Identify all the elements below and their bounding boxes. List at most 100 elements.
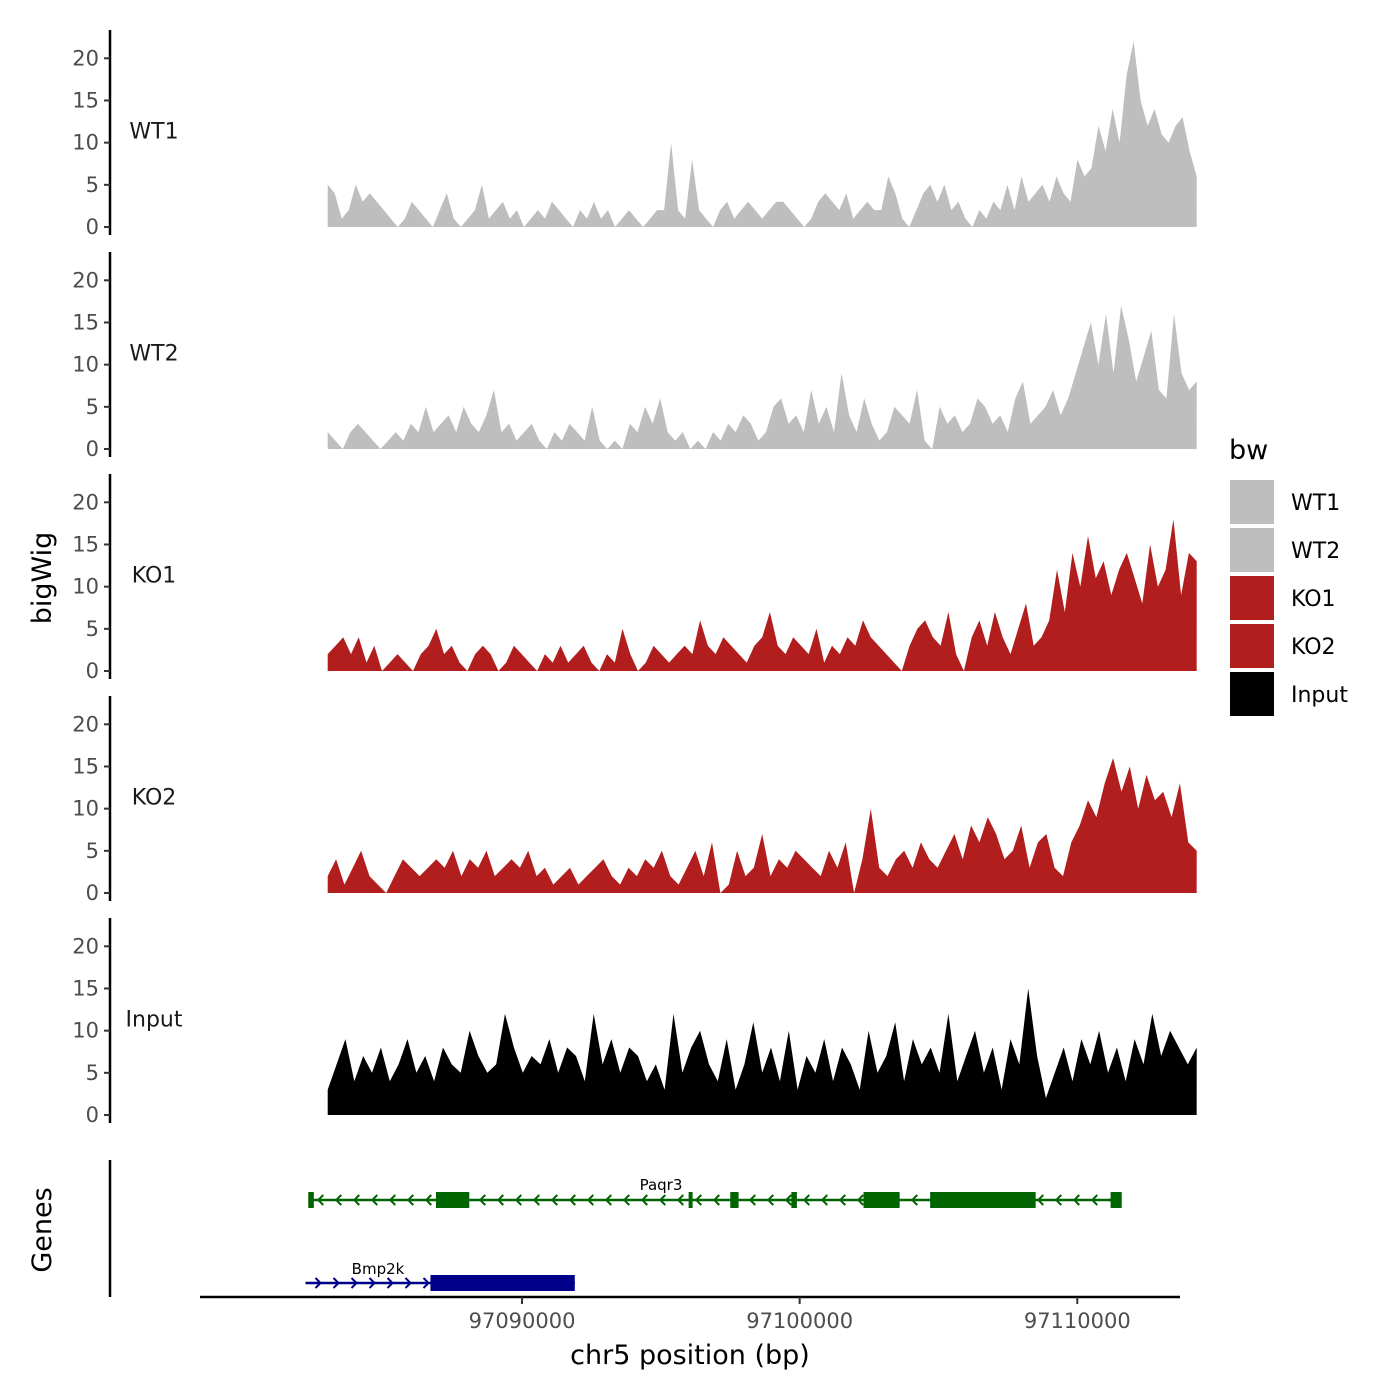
strand-arrow — [748, 1194, 756, 1206]
legend-label: WT2 — [1291, 539, 1340, 564]
strand-arrow — [838, 1194, 846, 1206]
strand-arrow — [316, 1194, 324, 1206]
y-tick-label: 0 — [86, 1103, 99, 1127]
y-tick-label: 5 — [86, 839, 99, 863]
y-tick-label: 10 — [72, 353, 99, 377]
strand-arrow — [712, 1194, 720, 1206]
legend-key-input — [1230, 672, 1274, 716]
track-label: KO2 — [132, 785, 177, 810]
track-input: 0 5 10 15 20 Input — [72, 918, 1197, 1127]
y-tick-label: 0 — [86, 659, 99, 683]
strand-arrow — [676, 1194, 684, 1206]
strand-arrow — [640, 1194, 648, 1206]
strand-arrow — [368, 1277, 376, 1289]
track-label: WT2 — [129, 341, 178, 366]
y-tick-label: 20 — [72, 46, 99, 70]
strand-arrow — [386, 1277, 394, 1289]
gene-exon — [308, 1192, 314, 1208]
y-tick-label: 0 — [86, 437, 99, 461]
gene-label: Bmp2k — [352, 1260, 405, 1278]
gene-bmp2k: Bmp2k — [305, 1260, 575, 1291]
gene-exon — [791, 1192, 797, 1208]
y-tick-label: 10 — [72, 1019, 99, 1043]
x-tick-label: 97100000 — [746, 1309, 853, 1333]
coverage-area-wt1 — [327, 41, 1197, 228]
strand-arrow — [314, 1277, 322, 1289]
y-tick-label: 20 — [72, 490, 99, 514]
y-tick-label: 20 — [72, 712, 99, 736]
x-tick-label: 97090000 — [469, 1309, 576, 1333]
coverage-tracks: 0 5 10 15 20 WT1 0 5 10 15 20 WT2 0 5 10 15 20 KO1 0 5 10 15 2… — [72, 30, 1197, 1127]
strand-arrow — [332, 1277, 340, 1289]
y-tick-label: 20 — [72, 268, 99, 292]
y-tick-label: 15 — [72, 88, 99, 112]
coverage-area-wt2 — [327, 305, 1197, 449]
gene-exon — [930, 1192, 1036, 1208]
strand-arrow — [766, 1194, 774, 1206]
gene-exon — [863, 1192, 900, 1208]
strand-arrow — [388, 1194, 396, 1206]
track-label: WT1 — [129, 119, 178, 144]
strand-arrow — [1090, 1194, 1098, 1206]
track-wt2: 0 5 10 15 20 WT2 — [72, 252, 1197, 461]
strand-arrow — [352, 1194, 360, 1206]
y-tick-label: 5 — [86, 617, 99, 641]
y-tick-label: 10 — [72, 797, 99, 821]
legend-label: WT1 — [1291, 491, 1340, 516]
y-axis-title: bigWig — [27, 532, 58, 625]
coverage-area-input — [327, 988, 1197, 1115]
legend-key-ko2 — [1230, 624, 1274, 668]
strand-arrow — [568, 1194, 576, 1206]
gene-exon — [435, 1192, 470, 1208]
track-label: Input — [126, 1007, 183, 1032]
strand-arrow — [406, 1194, 414, 1206]
strand-arrow — [370, 1194, 378, 1206]
strand-arrow — [514, 1194, 522, 1206]
legend-key-ko1 — [1230, 576, 1274, 620]
gene-exon — [730, 1192, 739, 1208]
strand-arrow — [550, 1194, 558, 1206]
x-axis-title: chr5 position (bp) — [570, 1340, 810, 1371]
strand-arrow — [910, 1194, 918, 1206]
legend-label: Input — [1291, 683, 1348, 708]
y-tick-label: 15 — [72, 754, 99, 778]
strand-arrow — [622, 1194, 630, 1206]
strand-arrow — [1072, 1194, 1080, 1206]
track-ko1: 0 5 10 15 20 KO1 — [72, 474, 1197, 683]
strand-arrow — [802, 1194, 810, 1206]
strand-arrow — [694, 1194, 702, 1206]
strand-arrow — [1036, 1194, 1044, 1206]
y-tick-label: 20 — [72, 934, 99, 958]
coverage-area-ko2 — [327, 758, 1197, 893]
track-ko2: 0 5 10 15 20 KO2 — [72, 696, 1197, 905]
x-axis: 97090000 97100000 97110000 — [200, 1295, 1180, 1333]
legend-title: bw — [1229, 435, 1268, 466]
gene-exon — [1110, 1192, 1122, 1208]
strand-arrow — [496, 1194, 504, 1206]
legend-label: KO2 — [1291, 635, 1336, 660]
strand-arrow — [856, 1194, 864, 1206]
strand-arrow — [604, 1194, 612, 1206]
y-tick-label: 5 — [86, 1061, 99, 1085]
strand-arrow — [424, 1194, 432, 1206]
y-tick-label: 15 — [72, 532, 99, 556]
strand-arrow — [334, 1194, 342, 1206]
x-tick-label: 97110000 — [1024, 1309, 1131, 1333]
legend-label: KO1 — [1291, 587, 1336, 612]
strand-arrow — [820, 1194, 828, 1206]
coverage-area-ko1 — [327, 519, 1197, 671]
gene-label: Paqr3 — [640, 1176, 683, 1194]
strand-arrow — [478, 1194, 486, 1206]
y-tick-label: 15 — [72, 976, 99, 1000]
strand-arrow — [1054, 1194, 1062, 1206]
y-tick-label: 5 — [86, 173, 99, 197]
track-label: KO1 — [132, 563, 177, 588]
y-tick-label: 0 — [86, 215, 99, 239]
strand-arrow — [658, 1194, 666, 1206]
y-tick-label: 10 — [72, 575, 99, 599]
strand-arrow — [404, 1277, 412, 1289]
y-tick-label: 0 — [86, 881, 99, 905]
genes-axis-title: Genes — [27, 1187, 58, 1272]
genes-panel: Paqr3 Bmp2k — [108, 1160, 1122, 1297]
